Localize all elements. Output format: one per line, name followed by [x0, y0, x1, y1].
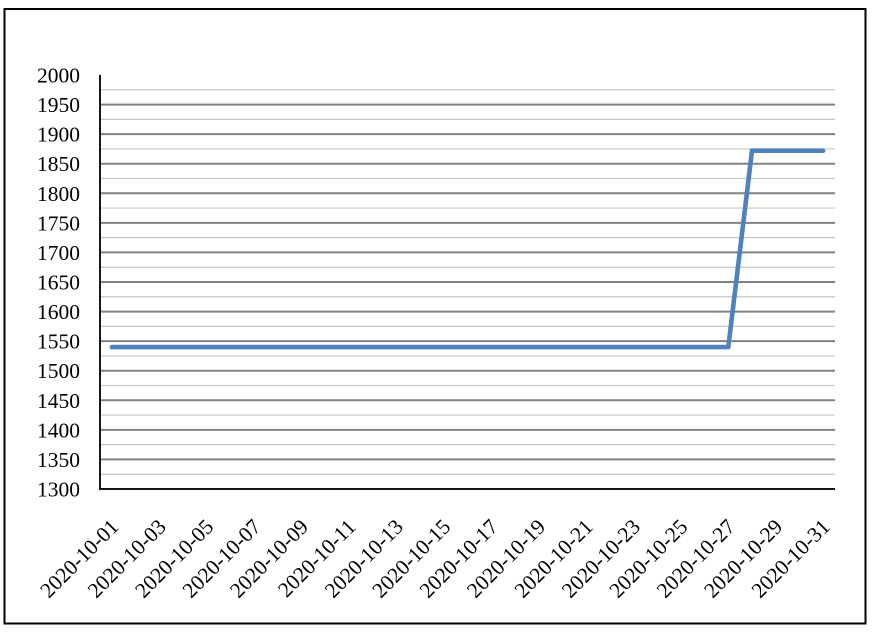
y-axis-label: 1350	[37, 448, 80, 472]
y-axis-label: 1400	[37, 418, 80, 442]
y-axis-label: 1650	[37, 271, 80, 295]
y-axis-label: 1600	[37, 300, 80, 324]
outer-border	[3, 8, 867, 625]
y-axis-label: 1800	[37, 182, 80, 206]
y-axis-label: 1500	[37, 359, 80, 383]
y-axis-label: 1700	[37, 241, 80, 265]
data-series-line	[109, 148, 826, 350]
y-axis-label: 1900	[37, 123, 80, 147]
y-axis-label: 2000	[37, 64, 80, 88]
y-axis-label: 1750	[37, 211, 80, 235]
y-axis-label: 1850	[37, 152, 80, 176]
y-axis-label: 1450	[37, 389, 80, 413]
y-axis-label: 1550	[37, 330, 80, 354]
y-axis-label: 1300	[37, 478, 80, 502]
y-axis-label: 1950	[37, 93, 80, 117]
